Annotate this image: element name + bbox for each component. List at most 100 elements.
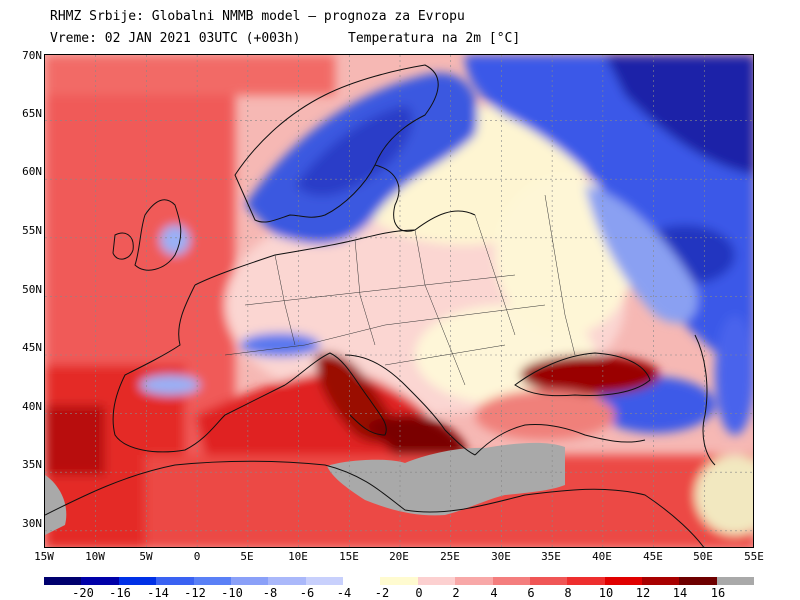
- coast-italy: [284, 352, 387, 436]
- colorbar-swatch: [81, 577, 119, 585]
- coast-ireland: [112, 232, 134, 260]
- colorbar-swatch: [230, 577, 269, 585]
- lat-label: 45N: [22, 341, 42, 354]
- coast-anatolia: [474, 424, 646, 456]
- temperature-map-svg: [45, 55, 753, 547]
- colorbar-swatch: [343, 577, 381, 585]
- colorbar-swatch: [604, 577, 642, 585]
- colorbar-swatch: [642, 577, 680, 585]
- lon-label: 10E: [288, 550, 308, 563]
- colorbar-swatch: [529, 577, 568, 585]
- alps-cold: [240, 333, 320, 357]
- lat-label: 55N: [22, 224, 42, 237]
- russia-cold-core: [605, 55, 753, 175]
- colorbar-tick-label: -16: [109, 586, 131, 600]
- lat-label: 50N: [22, 283, 42, 296]
- border-4: [474, 214, 516, 336]
- coast-north-europe: [194, 229, 416, 286]
- lon-label: 15W: [34, 550, 54, 563]
- anatolia-west: [475, 390, 615, 440]
- lon-label: 20E: [389, 550, 409, 563]
- lon-label: 30E: [491, 550, 511, 563]
- colorbar-tick-label: -6: [299, 586, 315, 600]
- masked-area-west: [45, 475, 67, 535]
- lon-label: 5E: [240, 550, 254, 563]
- lat-label: 35N: [22, 458, 42, 471]
- coast-adriatic-balkans: [344, 354, 476, 456]
- border-8: [384, 344, 506, 366]
- colorbar-swatch: [44, 577, 82, 585]
- lon-label: 10W: [85, 550, 105, 563]
- britain-cool: [160, 225, 190, 255]
- lon-label: 25E: [440, 550, 460, 563]
- colorbar-tick-label: 0: [415, 586, 423, 600]
- border-3: [414, 229, 466, 386]
- variable-title: Temperatura na 2m [°C]: [348, 31, 521, 46]
- colorbar-tick-label: -2: [374, 586, 390, 600]
- coastlines: [45, 64, 716, 547]
- colorbar-swatch: [492, 577, 530, 585]
- coast-north-africa: [45, 460, 705, 547]
- colorbar-tick-label: 16: [710, 586, 726, 600]
- graticule: [45, 55, 753, 547]
- masked-area: [327, 442, 565, 516]
- border-7: [244, 274, 516, 306]
- coast-baltic: [374, 164, 476, 232]
- lat-label: 60N: [22, 165, 42, 178]
- colorbar-tick-label: -12: [184, 586, 206, 600]
- colorbar-swatch: [716, 577, 755, 585]
- lon-label: 15E: [339, 550, 359, 563]
- colorbar-tick-label: 8: [564, 586, 572, 600]
- colorbar-tick-label: -4: [336, 586, 352, 600]
- coast-black-sea: [514, 352, 651, 397]
- colorbar-swatch: [567, 577, 605, 585]
- lon-label: 35E: [541, 550, 561, 563]
- colorbar-tick-label: 12: [635, 586, 651, 600]
- colorbar-swatch: [380, 577, 418, 585]
- colorbar-tick-label: 2: [452, 586, 460, 600]
- colorbar-swatch: [679, 577, 717, 585]
- colorbar-tick-label: 14: [672, 586, 688, 600]
- atlantic-deep-warm: [45, 405, 105, 475]
- lat-label: 65N: [22, 107, 42, 120]
- colorbar-tick-label: 10: [598, 586, 614, 600]
- coast-caspian: [694, 334, 716, 466]
- norway-cold-core: [295, 105, 414, 196]
- temperature-field: [45, 55, 753, 547]
- lon-label: 45E: [643, 550, 663, 563]
- colorbar-swatch: [417, 577, 456, 585]
- colorbar-swatch: [118, 577, 157, 585]
- colorbar-swatch: [156, 577, 194, 585]
- lon-label: 0: [193, 550, 201, 563]
- lat-label: 30N: [22, 517, 42, 530]
- tyrrhenian-warm: [315, 353, 394, 444]
- lon-label: 50E: [693, 550, 713, 563]
- coast-iberia-france: [112, 284, 286, 453]
- colorbar-tick-label: -14: [147, 586, 169, 600]
- colorbar-tick-label: -10: [221, 586, 243, 600]
- border-6: [224, 304, 546, 356]
- lat-label: 70N: [22, 49, 42, 62]
- black-sea-warm: [520, 355, 660, 395]
- country-borders: [224, 194, 576, 386]
- lon-label: 55E: [744, 550, 764, 563]
- colorbar-swatch: [305, 577, 343, 585]
- colorbar-tick-label: -8: [262, 586, 278, 600]
- border-1: [274, 254, 296, 346]
- north-atlantic: [45, 55, 335, 95]
- forecast-time: Vreme: 02 JAN 2021 03UTC (+003h): [50, 31, 301, 46]
- arabia-neutral: [695, 455, 753, 535]
- iberia-cool: [140, 375, 200, 395]
- colorbar-swatch: [193, 577, 231, 585]
- coast-britain: [134, 199, 182, 271]
- colorbar-tick-label: 6: [527, 586, 535, 600]
- colorbar-swatch: [455, 577, 493, 585]
- lat-label: 40N: [22, 400, 42, 413]
- russia-mild-cold: [585, 185, 698, 324]
- map-title: RHMZ Srbije: Globalni NMMB model — progn…: [50, 9, 465, 24]
- border-2: [354, 239, 376, 346]
- lon-label: 40E: [592, 550, 612, 563]
- colorbar-tick-label: 4: [490, 586, 498, 600]
- coast-scandinavia: [234, 64, 439, 223]
- lon-label: 5W: [139, 550, 153, 563]
